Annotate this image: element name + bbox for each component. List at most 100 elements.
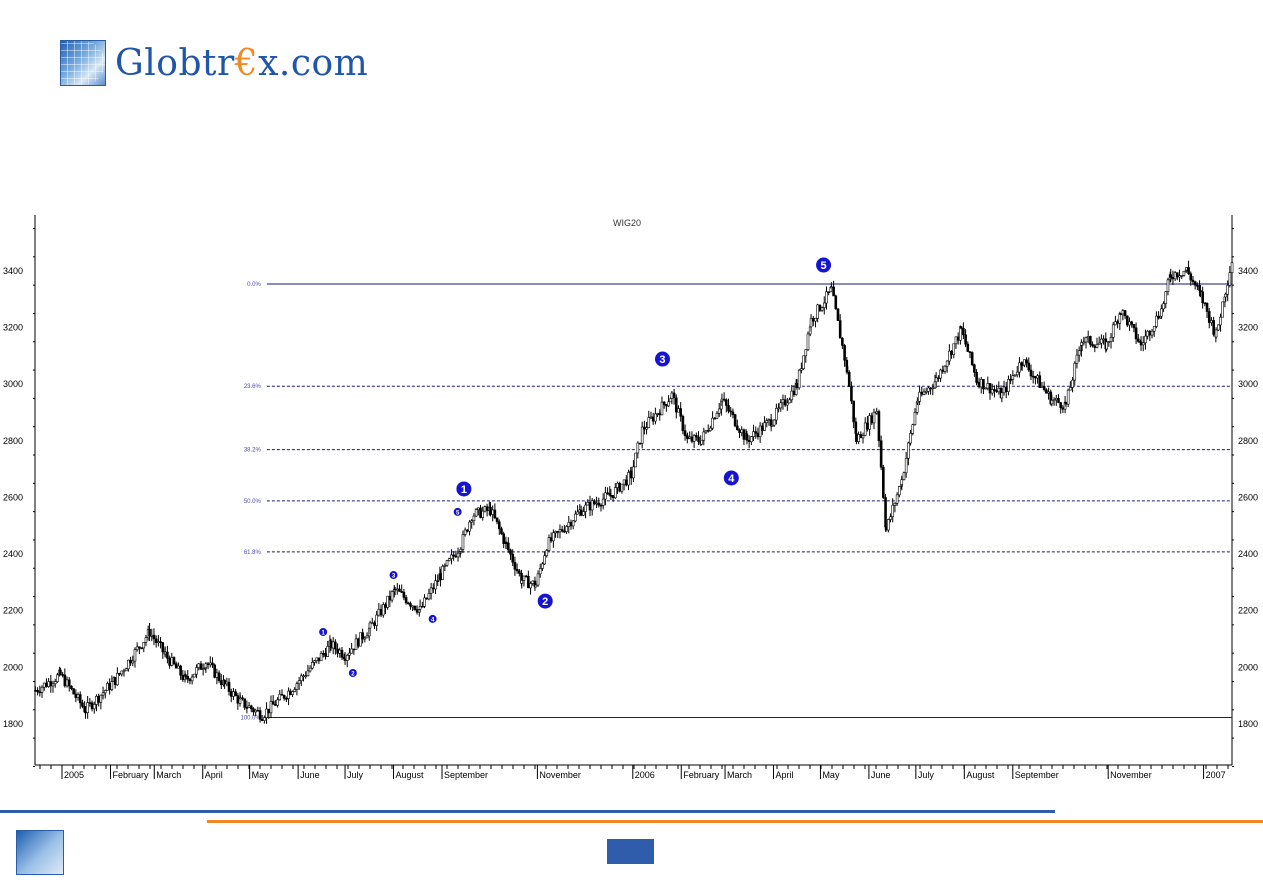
price-bar-body [850,386,853,402]
price-bar-body [197,663,201,668]
x-tick-label: April [205,770,223,780]
price-bar-body [193,673,196,678]
price-bar-body [1132,324,1136,329]
y-tick-label-right: 3200 [1238,323,1258,333]
price-bar-body [491,509,494,515]
price-bar-body [841,337,844,346]
price-bar-body [67,679,71,687]
footer-blue-rule [0,810,1055,813]
price-bar-body [441,566,444,580]
price-bar-body [1054,398,1058,401]
price-bar-body [338,649,342,654]
price-bar-body [308,667,312,672]
price-bar-body [590,500,594,511]
price-bar-body [986,383,990,389]
price-bar-body [436,580,440,583]
price-bar-body [513,561,517,570]
price-bar-body [970,352,974,366]
price-bar-body [884,526,888,531]
price-bar-body [249,705,253,710]
price-bar-body [677,408,680,413]
price-bar-body [1146,331,1149,337]
price-bar-body [322,653,325,655]
price-bar-body [363,637,367,640]
price-bar-body [500,528,503,535]
y-tick-label-left: 1800 [3,719,23,729]
price-bar-body [148,629,151,637]
price-bar-body [1214,329,1218,338]
price-bar-body [1116,321,1119,324]
price-bar-body [84,711,87,714]
price-bar-body [1020,364,1024,367]
price-bar-body [434,580,437,590]
price-bar-body [311,662,314,669]
price-bar-body [1226,284,1229,295]
price-bar-body [830,286,833,289]
price-bar-body [1086,336,1090,339]
price-bar-body [439,573,442,580]
price-bar-body [893,503,897,506]
price-bar-body [543,555,546,565]
price-bar-body [265,708,268,718]
brand-name-part: x.com [258,42,369,84]
price-bar-body [129,659,132,664]
price-bar-body [1077,350,1081,356]
price-bar-body [300,675,303,681]
price-bar-body [479,507,482,518]
price-bar-body [877,411,881,442]
price-bar-body [758,425,762,437]
price-bar-body [686,437,689,440]
price-bar-body [1075,354,1079,364]
price-bar-body [845,366,849,373]
price-bar-body [1203,302,1207,304]
price-bar-body [522,575,526,581]
price-bar-body [42,682,46,688]
price-bar-body [800,368,803,371]
price-bar-body [695,435,698,438]
price-bar-body [1201,291,1204,303]
y-tick-label-right: 3400 [1238,266,1258,276]
price-bar-body [891,504,895,517]
price-bar-body [937,377,940,380]
price-bar-body [1189,273,1193,281]
price-bar-body [640,426,644,444]
price-bar-body [975,381,979,384]
price-bar-body [256,709,260,712]
price-bar-body [574,513,577,522]
price-bar-body [133,649,137,662]
wave-label-number: 1 [461,484,467,496]
price-bar-body [1080,342,1083,346]
price-bar-body [713,417,717,420]
price-bar-body [754,431,758,434]
price-bar-body [907,442,910,459]
price-bar-body [740,429,744,433]
price-bar-body [384,604,387,608]
price-bar-body [208,662,212,666]
price-bar-body [1148,331,1152,336]
price-bar-body [472,515,476,521]
price-bar-body [386,595,389,608]
price-bar-body [461,534,465,550]
price-bar-body [1071,379,1074,388]
price-bar-body [340,649,344,658]
price-bar-body [174,663,178,669]
x-tick-label: 2005 [64,770,84,780]
price-bar-body [468,521,471,532]
wave-label-circle [456,481,472,497]
price-bar-body [229,691,233,697]
price-bar-body [234,691,237,696]
price-bar-body [177,665,180,669]
price-bar-body [1134,327,1138,340]
price-bar-body [588,502,592,511]
price-bar-body [984,387,987,390]
globtrex-logo: Globtr€x.com [60,40,368,86]
wave-label-circle [348,669,357,678]
price-bar-body [447,558,451,561]
price-bar-body [452,554,455,557]
price-bar-body [700,439,703,445]
price-bar-body [727,405,730,412]
price-bar-body [1036,375,1039,379]
x-tick-label: September [444,770,488,780]
price-bar-body [948,350,951,362]
price-bar-body [350,648,353,654]
